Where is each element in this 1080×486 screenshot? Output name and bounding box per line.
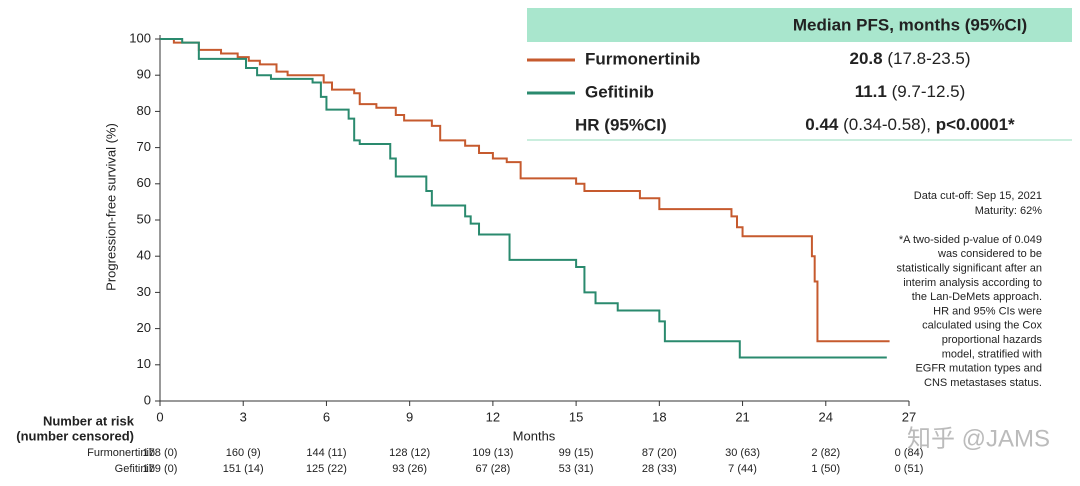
risk-cell: 1 (50) xyxy=(811,463,840,475)
y-tick-label: 100 xyxy=(129,30,151,45)
risk-cell: 2 (82) xyxy=(811,447,840,459)
x-tick-label: 0 xyxy=(156,409,163,424)
y-tick-label: 60 xyxy=(137,175,151,190)
y-tick-label: 90 xyxy=(137,67,151,82)
x-tick-label: 21 xyxy=(735,409,749,424)
risk-cell: 99 (15) xyxy=(559,447,594,459)
median-value: 20.8 xyxy=(850,49,883,68)
risk-cell: 178 (0) xyxy=(143,447,178,459)
footnote-line: statistically significant after an xyxy=(896,263,1042,275)
footnote-line: calculated using the Cox xyxy=(922,320,1042,332)
risk-cell: 128 (12) xyxy=(389,447,430,459)
legend-label: Gefitinib xyxy=(585,82,654,101)
median-ci: (9.7-12.5) xyxy=(892,82,966,101)
risk-cell: 7 (44) xyxy=(728,463,757,475)
footnote-line: model, stratified with xyxy=(942,348,1042,360)
x-tick-label: 24 xyxy=(819,409,833,424)
x-tick-label: 9 xyxy=(406,409,413,424)
x-tick-label: 15 xyxy=(569,409,583,424)
footnote-line: *A two-sided p-value of 0.049 xyxy=(899,234,1042,246)
risk-subtitle: (number censored) xyxy=(16,428,134,443)
legend-header-bg xyxy=(527,8,1072,42)
risk-cell: 93 (26) xyxy=(392,463,427,475)
risk-cell: 125 (22) xyxy=(306,463,347,475)
watermark: 知乎 @JAMS xyxy=(907,425,1050,452)
footnote-line: HR and 95% CIs were xyxy=(933,305,1042,317)
survival-curve xyxy=(160,38,887,359)
legend-median: 20.8 (17.8-23.5) xyxy=(850,49,971,68)
risk-cell: 0 (84) xyxy=(895,447,924,459)
y-tick-label: 0 xyxy=(144,392,151,407)
risk-cell: 109 (13) xyxy=(472,447,513,459)
note: Data cut-off: Sep 15, 2021 xyxy=(914,190,1042,202)
x-tick-label: 3 xyxy=(240,409,247,424)
risk-cell: 160 (9) xyxy=(226,447,261,459)
median-ci: (17.8-23.5) xyxy=(887,49,970,68)
risk-cell: 151 (14) xyxy=(223,463,264,475)
hr-label: HR (95%CI) xyxy=(575,115,667,134)
y-tick-label: 20 xyxy=(137,320,151,335)
footnote-line: was considered to be xyxy=(937,248,1042,260)
y-tick-label: 50 xyxy=(137,211,151,226)
footnote-line: the Lan-DeMets approach. xyxy=(912,291,1042,303)
risk-cell: 53 (31) xyxy=(559,463,594,475)
median-value: 11.1 xyxy=(855,82,887,101)
x-tick-label: 12 xyxy=(486,409,500,424)
x-tick-label: 27 xyxy=(902,409,916,424)
y-tick-label: 70 xyxy=(137,139,151,154)
legend-header: Median PFS, months (95%CI) xyxy=(793,15,1027,34)
risk-cell: 30 (63) xyxy=(725,447,760,459)
y-tick-label: 80 xyxy=(137,103,151,118)
hr-ci: (0.34-0.58), xyxy=(843,115,931,134)
survival-curve xyxy=(160,38,890,343)
x-tick-label: 18 xyxy=(652,409,666,424)
risk-cell: 67 (28) xyxy=(475,463,510,475)
risk-cell: 28 (33) xyxy=(642,463,677,475)
y-axis-label: Progression-free survival (%) xyxy=(103,123,118,291)
risk-cell: 179 (0) xyxy=(143,463,178,475)
y-tick-label: 10 xyxy=(137,356,151,371)
legend-label: Furmonertinib xyxy=(585,49,700,68)
y-tick-label: 40 xyxy=(137,248,151,263)
note: Maturity: 62% xyxy=(975,205,1042,217)
footnote-line: CNS metastases status. xyxy=(924,377,1042,389)
risk-title: Number at risk xyxy=(43,413,135,428)
legend-median: 11.1 (9.7-12.5) xyxy=(855,82,966,101)
hr-p: p<0.0001* xyxy=(936,115,1015,134)
footnote-line: EGFR mutation types and xyxy=(915,363,1042,375)
risk-row-label: Gefitinib xyxy=(115,463,155,475)
x-axis-label: Months xyxy=(513,428,556,443)
y-tick-label: 30 xyxy=(137,284,151,299)
footnote-line: proportional hazards xyxy=(942,334,1043,346)
x-tick-label: 6 xyxy=(323,409,330,424)
hr-number: 0.44 xyxy=(805,115,839,134)
risk-cell: 87 (20) xyxy=(642,447,677,459)
hr-value: 0.44 (0.34-0.58), p<0.0001* xyxy=(805,115,1015,134)
risk-cell: 0 (51) xyxy=(895,463,924,475)
risk-row-label: Furmonertinib xyxy=(87,447,155,459)
footnote-line: interim analysis according to xyxy=(903,277,1042,289)
risk-cell: 144 (11) xyxy=(306,447,346,459)
